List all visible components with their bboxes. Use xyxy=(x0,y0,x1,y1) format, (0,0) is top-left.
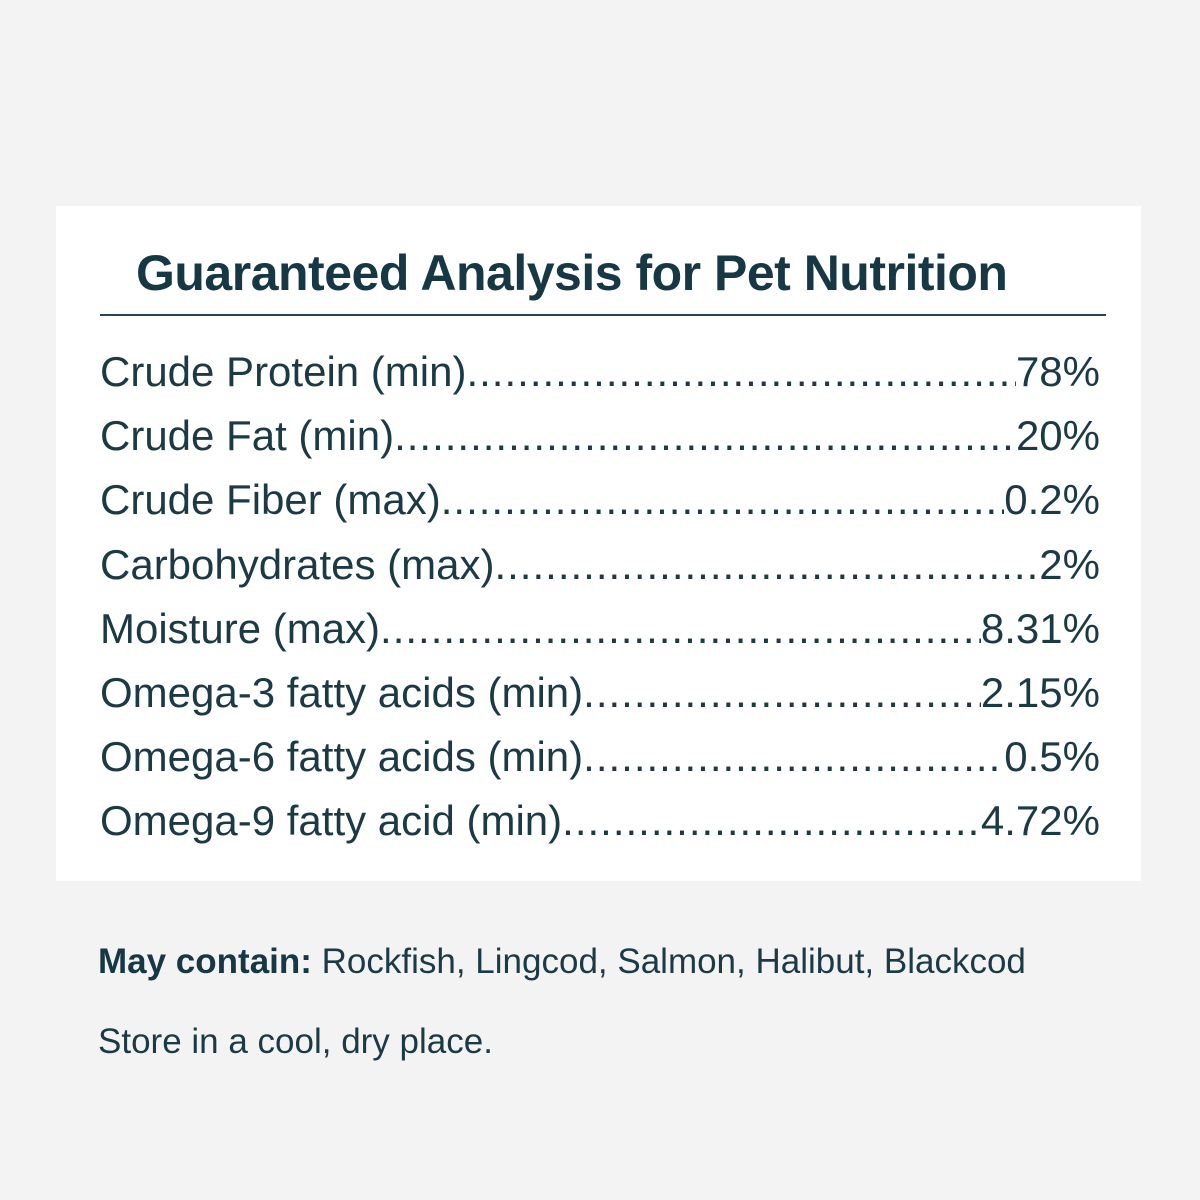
dot-leader xyxy=(583,661,981,725)
analysis-row-crude-protein: Crude Protein (min) 78% xyxy=(100,340,1100,404)
analysis-row-omega-9: Omega-9 fatty acid (min) 4.72% xyxy=(100,789,1100,853)
storage-instructions: Store in a cool, dry place. xyxy=(98,1022,493,1061)
analysis-row-label: Crude Fat (min) xyxy=(100,412,395,460)
analysis-row-moisture: Moisture (max) 8.31% xyxy=(100,597,1100,661)
analysis-row-value: 2.15% xyxy=(980,668,1100,716)
analysis-row-omega-3: Omega-3 fatty acids (min) 2.15% xyxy=(100,661,1100,725)
dot-leader xyxy=(562,789,981,853)
analysis-row-label: Omega-9 fatty acid (min) xyxy=(100,797,563,845)
analysis-row-crude-fat: Crude Fat (min) 20% xyxy=(100,404,1100,468)
analysis-row-value: 8.31% xyxy=(980,604,1100,652)
analysis-list: Crude Protein (min) 78% Crude Fat (min) … xyxy=(100,340,1100,854)
analysis-row-label: Carbohydrates (max) xyxy=(100,540,495,588)
title-divider xyxy=(100,314,1106,316)
dot-leader xyxy=(441,468,1005,532)
dot-leader xyxy=(583,725,1004,789)
may-contain-note: May contain: Rockfish, Lingcod, Salmon, … xyxy=(98,937,1158,987)
analysis-row-label: Crude Fiber (max) xyxy=(100,476,441,524)
analysis-row-omega-6: Omega-6 fatty acids (min) 0.5% xyxy=(100,725,1100,789)
analysis-row-value: 0.5% xyxy=(1004,733,1100,781)
panel-title: Guaranteed Analysis for Pet Nutrition xyxy=(136,245,1008,301)
analysis-row-value: 4.72% xyxy=(980,797,1100,845)
analysis-row-label: Moisture (max) xyxy=(100,604,381,652)
analysis-row-label: Omega-3 fatty acids (min) xyxy=(100,668,584,716)
analysis-row-value: 20% xyxy=(1015,412,1100,460)
dot-leader xyxy=(494,533,1039,597)
dot-leader xyxy=(466,340,1015,404)
analysis-row-crude-fiber: Crude Fiber (max) 0.2% xyxy=(100,468,1100,532)
analysis-row-value: 0.2% xyxy=(1004,476,1100,524)
dot-leader xyxy=(394,404,1016,468)
analysis-row-label: Omega-6 fatty acids (min) xyxy=(100,733,584,781)
may-contain-label: May contain: xyxy=(98,942,312,981)
guaranteed-analysis-panel: Guaranteed Analysis for Pet Nutrition Cr… xyxy=(56,206,1141,881)
may-contain-text: Rockfish, Lingcod, Salmon, Halibut, Blac… xyxy=(311,942,1026,981)
dot-leader xyxy=(380,597,981,661)
analysis-row-value: 78% xyxy=(1015,348,1100,395)
analysis-row-value: 2% xyxy=(1039,540,1100,588)
analysis-row-carbohydrates: Carbohydrates (max) 2% xyxy=(100,533,1100,597)
analysis-row-label: Crude Protein (min) xyxy=(100,348,467,395)
